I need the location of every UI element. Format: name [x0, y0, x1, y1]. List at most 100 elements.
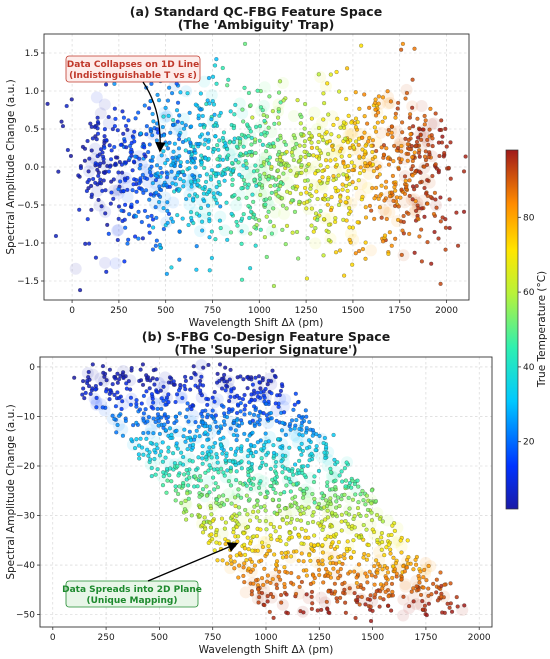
chart-b-point	[218, 504, 223, 509]
chart-a-point	[95, 120, 100, 125]
chart-b-point	[186, 419, 191, 424]
chart-b-point	[214, 540, 219, 545]
chart-b-point	[374, 512, 380, 517]
chart-b-point	[100, 405, 105, 410]
chart-a-point	[118, 179, 123, 184]
chart-b-point	[234, 524, 239, 530]
chart-a-point	[210, 74, 216, 79]
chart-a-point	[85, 217, 90, 222]
chart-b-point	[136, 452, 141, 457]
chart-a-point	[308, 186, 313, 191]
chart-a-point	[284, 149, 289, 154]
chart-a-point	[269, 190, 274, 195]
chart-b-point	[235, 433, 240, 438]
chart-a-point	[127, 212, 132, 217]
chart-b-point	[112, 392, 117, 397]
chart-b-point	[165, 420, 170, 425]
chart-b-point	[263, 508, 268, 513]
chart-a-point	[427, 150, 432, 155]
chart-b-point	[314, 444, 319, 449]
chart-a-point	[209, 256, 214, 261]
chart-b-point	[233, 452, 238, 457]
chart-a-point	[416, 135, 421, 140]
chart-b-point	[228, 469, 233, 474]
chart-a-point	[105, 222, 110, 227]
chart-b-point	[152, 456, 157, 462]
chart-b-point	[426, 563, 431, 568]
chart-a-point	[191, 221, 196, 226]
chart-b-point	[198, 478, 203, 483]
chart-a-ytick-label: 0.0	[25, 163, 40, 173]
chart-a-ytick-label: −1.5	[17, 277, 39, 287]
chart-a-point	[345, 140, 351, 145]
chart-b-point	[110, 413, 115, 418]
chart-b-point	[374, 558, 379, 563]
chart-b-point	[271, 443, 276, 448]
chart-b-point	[149, 474, 154, 479]
chart-b-point	[157, 431, 162, 436]
chart-b-point	[219, 376, 224, 381]
chart-a-point	[132, 139, 137, 144]
chart-b-point	[248, 451, 253, 456]
chart-b-point	[239, 495, 244, 500]
chart-b-point	[355, 598, 360, 603]
chart-b-point	[251, 534, 256, 539]
chart-a-point	[157, 200, 162, 205]
colorbar-tick-label: 60	[523, 288, 535, 298]
chart-a-point	[161, 206, 166, 211]
chart-a-point	[268, 184, 273, 189]
chart-a-point	[338, 199, 343, 204]
chart-a-point	[272, 183, 277, 188]
chart-a-point	[115, 128, 120, 133]
chart-b-point	[386, 603, 391, 608]
chart-b-point	[255, 548, 260, 553]
chart-b-point	[270, 594, 276, 599]
chart-a-point	[422, 214, 427, 219]
chart-a-point	[220, 65, 225, 71]
chart-b-point	[217, 494, 222, 499]
chart-b-point	[282, 565, 287, 570]
chart-b-point	[352, 514, 357, 519]
chart-a-point	[212, 195, 217, 200]
chart-b-point	[352, 482, 357, 487]
chart-a-point	[400, 130, 405, 135]
chart-b-point	[229, 501, 234, 506]
chart-b-point	[273, 529, 278, 534]
chart-b-point	[299, 504, 304, 509]
chart-a-point	[244, 195, 249, 200]
chart-b-point	[369, 618, 374, 624]
chart-a-point	[121, 131, 126, 136]
chart-b-point	[270, 497, 275, 502]
chart-a-point	[317, 179, 322, 184]
chart-b-point	[257, 380, 262, 385]
chart-b-point	[320, 543, 325, 548]
chart-b-point	[317, 572, 322, 578]
chart-a-point	[155, 171, 160, 176]
chart-b-haze	[116, 423, 129, 436]
chart-a-point	[315, 145, 320, 150]
chart-a-point	[160, 125, 165, 130]
chart-b-point	[236, 534, 241, 539]
chart-a-point	[112, 145, 117, 150]
chart-a-point	[137, 166, 142, 171]
chart-b-haze	[389, 536, 402, 549]
chart-a-point	[87, 156, 92, 161]
chart-a-point	[284, 206, 289, 211]
chart-a-point	[135, 199, 140, 204]
chart-b-point	[182, 507, 187, 512]
chart-b-point	[107, 391, 112, 396]
chart-b-point	[201, 530, 206, 535]
chart-a-point	[241, 144, 246, 149]
chart-a-point	[278, 155, 283, 160]
chart-b-point	[215, 558, 220, 563]
chart-b-point	[343, 610, 348, 615]
chart-a-point	[396, 166, 401, 171]
chart-b-point	[87, 384, 92, 389]
chart-a-point	[186, 222, 191, 228]
chart-a-point	[189, 152, 194, 157]
chart-b-point	[269, 391, 274, 396]
chart-b-point	[198, 378, 203, 383]
chart-b-point	[215, 371, 220, 376]
chart-a-point	[304, 206, 309, 211]
chart-a-point	[154, 238, 159, 243]
